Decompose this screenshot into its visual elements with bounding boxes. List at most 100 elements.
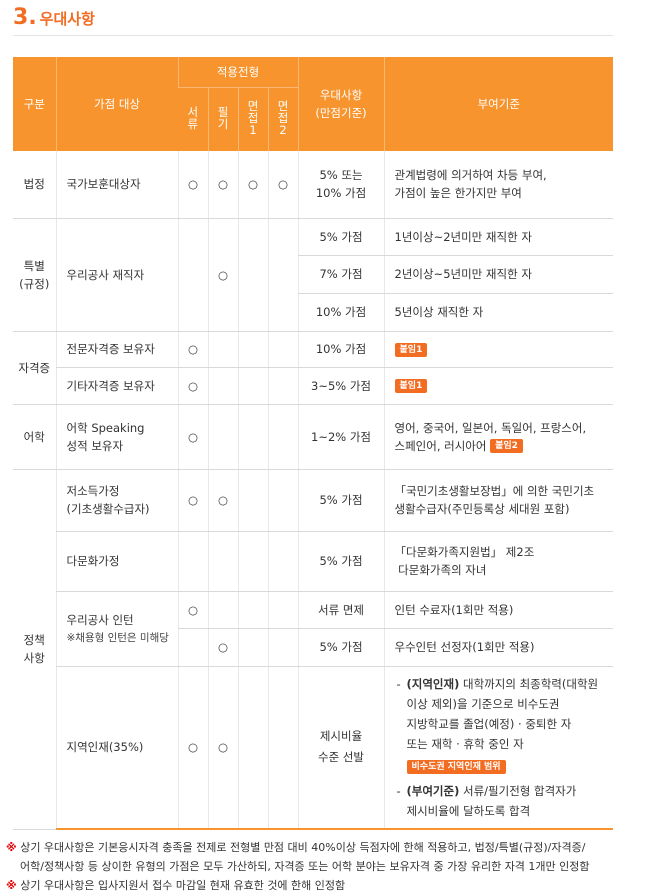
pref-special-2: 7% 가점 [297,255,385,294]
target-legal: 국가보훈대상자 [55,151,178,219]
section-title-text: 우대사항 [39,10,95,28]
table-row-special-3: 10% 가점 5년이상 재직한 자 [13,293,614,332]
regional-item-2-label: (부여기준) [406,783,460,798]
footnote-2: ※ 상기 우대사항은 입사지원서 접수 마감일 현재 유효한 것에 한해 인정함 [6,876,345,895]
pref-language: 1~2% 가점 [297,404,385,470]
attachment-badge[interactable]: 붙임1 [394,342,428,357]
criteria-special-2: 2년이상~5년미만 재직한 자 [383,255,614,294]
header-preference-line1: 우대사항 [319,88,363,102]
regional-item-1: - (지역인재) 대학까지의 최종학력(대학원 이상 제외)을 기준으로 비수도… [397,674,614,777]
mark-cert-2-int2 [267,367,299,405]
criteria-language-line1: 영어, 중국어, 일본어, 독일어, 프랑스어, [394,420,587,435]
pref-intern-2: 5% 가점 [297,628,385,667]
category-special: 특별 (규정) [13,218,56,332]
footnote-1-mark: ※ [6,841,17,854]
mark-cert-2-int1 [237,367,268,405]
pref-special-1: 5% 가점 [297,218,385,256]
mark-language-doc: ○ [177,404,208,470]
criteria-regional: - (지역인재) 대학까지의 최종학력(대학원 이상 제외)을 기준으로 비수도… [383,666,614,830]
header-criteria: 부여기준 [383,57,614,151]
mark-cert-2-doc: ○ [177,367,208,405]
regional-item-2: - (부여기준) 서류/필기전형 합격자가 제시비율에 달하도록 합격 [397,781,614,821]
mark-special-test: ○ [207,218,238,332]
mark-low-income-int1 [237,469,268,532]
mark-cert-1-doc: ○ [177,331,208,368]
target-intern-label: 우리공사 인턴 [66,612,134,627]
mark-intern-2-doc [177,628,208,667]
mark-special-int1 [237,218,268,332]
criteria-special-3: 5년이상 재직한 자 [383,293,614,332]
attachment-badge[interactable]: 붙임1 [394,379,428,393]
mark-multicultural-doc [177,531,208,592]
header-apply-written-test: 필 기 [207,86,238,151]
category-policy: 정책 사항 [13,469,56,830]
mark-cert-1-test [207,331,238,368]
mark-language-int1 [237,404,268,470]
attachment-badge[interactable]: 붙임2 [490,439,523,453]
mark-cert-1-int2 [267,331,299,368]
table-row-special-1: 특별 (규정) 우리공사 재직자 ○ 5% 가점 1년이상~2년미만 재직한 자 [13,218,614,332]
regional-item-1-dash: - [396,676,401,691]
regional-scope-badge[interactable]: 비수도권 지역인재 범위 [406,760,506,775]
header-apply-interview-1: 면 접 1 [237,86,268,151]
target-special: 우리공사 재직자 [55,218,178,332]
pref-cert-2: 3~5% 가점 [297,367,385,405]
footnote-1: ※ 상기 우대사항은 기본응시자격 충족을 전제로 전형별 만점 대비 40%이… [6,838,585,857]
pref-low-income: 5% 가점 [297,469,385,532]
footnote-2-mark: ※ [6,879,17,892]
target-multicultural: 다문화가정 [55,531,178,592]
pref-intern-1: 서류 면제 [297,591,385,629]
category-cert: 자격증 [13,331,56,405]
category-legal: 법정 [13,151,56,219]
mark-legal-test: ○ [207,151,238,219]
criteria-language: 영어, 중국어, 일본어, 독일어, 프랑스어, 스페인어, 러시아어 붙임2 [383,404,614,470]
table-row-language: 어학 어학 Speaking 성적 보유자 ○ 1~2% 가점 영어, 중국어,… [13,404,614,470]
mark-multicultural-int2 [267,531,299,592]
table-row-legal: 법정 국가보훈대상자 ○ ○ ○ ○ 5% 또는 10% 가점 관계법령에 의거… [13,151,614,219]
table-row-intern-2: ○ 5% 가점 우수인턴 선정자(1회만 적용) [13,628,614,667]
mark-cert-2-test [207,367,238,405]
section-title: 3 . 우대사항 [13,5,95,33]
header-apply-interview-2: 면 접 2 [267,86,299,151]
criteria-language-line2: 스페인어, 러시아어 [394,438,487,453]
target-intern-note: ※채용형 인턴은 미해당 [66,631,169,644]
criteria-legal: 관계법령에 의거하여 차등 부여, 가점이 높은 한가지만 부여 [383,151,614,219]
mark-regional-test: ○ [207,666,238,830]
title-divider [13,35,613,36]
pref-regional: 제시비율 수준 선발 [297,666,385,830]
category-language: 어학 [13,404,56,470]
criteria-intern-2: 우수인턴 선정자(1회만 적용) [383,628,614,667]
regional-item-1-label: (지역인재) [406,676,460,691]
table-row-cert-1: 자격증 전문자격증 보유자 ○ 10% 가점 붙임1 [13,331,614,405]
footnote-1-line1: 상기 우대사항은 기본응시자격 충족을 전제로 전형별 만점 대비 40%이상 … [16,841,586,854]
mark-low-income-doc: ○ [177,469,208,532]
mark-cert-1-int1 [237,331,268,368]
mark-intern-2-int1 [237,628,268,667]
target-cert-1: 전문자격증 보유자 [55,331,178,368]
mark-regional-int2 [267,666,299,830]
pref-special-3: 10% 가점 [297,293,385,332]
regional-item-1-text: 대학까지의 최종학력(대학원 이상 제외)을 기준으로 비수도권 지방학교를 졸… [406,676,599,751]
target-regional: 지역인재(35%) [55,666,178,830]
mark-multicultural-test [207,531,238,592]
table-row-low-income: 정책 사항 저소득가정 (기초생활수급자) ○ ○ 5% 가점 「국민기초생활보… [13,469,614,830]
criteria-special-1: 1년이상~2년미만 재직한 자 [383,218,614,256]
header-apply-written-doc: 서 류 [178,86,208,151]
mark-multicultural-int1 [237,531,268,592]
target-cert-2: 기타자격증 보유자 [55,367,178,405]
table-row-cert-2: 기타자격증 보유자 ○ 3~5% 가점 붙임1 [13,367,614,405]
target-low-income: 저소득가정 (기초생활수급자) [55,469,178,532]
section-dot: . [28,5,37,30]
mark-intern-2-int2 [267,628,299,667]
header-target: 가점 대상 [55,57,178,151]
header-preference-line2: (만점기준) [315,106,367,120]
pref-multicultural: 5% 가점 [297,531,385,592]
header-apply: 적용전형 [177,57,299,87]
footnote-1-cont: 어학/정책사항 등 상이한 유형의 가점은 모두 가산하되, 자격증 또는 어학… [20,860,590,873]
section-number: 3 [13,5,29,30]
mark-language-test [207,404,238,470]
mark-intern-1-test [207,591,238,629]
table-row-intern-1: 우리공사 인턴 ※채용형 인턴은 미해당 ○ 서류 면제 인턴 수료자(1회만 … [13,591,614,667]
criteria-multicultural: 「다문화가족지원법」 제2조 다문화가족의 자녀 [383,531,614,592]
mark-intern-1-int2 [267,591,299,629]
